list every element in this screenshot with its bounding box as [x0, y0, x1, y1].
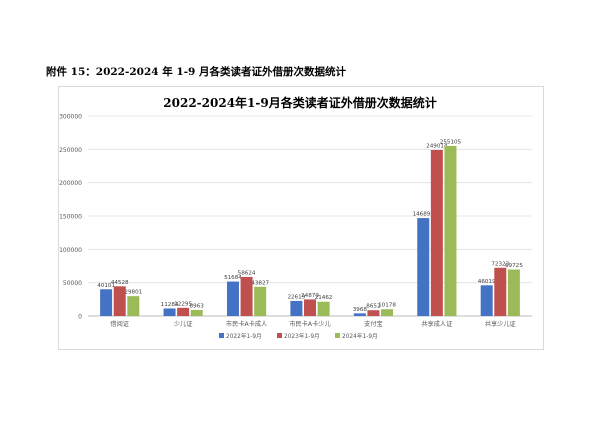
y-tick-label: 250000	[59, 147, 82, 154]
y-tick-label: 200000	[59, 180, 82, 187]
x-tick-label: 借阅证	[110, 320, 129, 328]
data-label: 51684	[224, 275, 242, 281]
data-label: 69725	[505, 263, 523, 269]
legend-swatch	[277, 333, 282, 338]
bar	[381, 309, 394, 316]
bar	[430, 149, 443, 316]
x-tick-label: 市民卡A卡成人	[226, 320, 267, 328]
legend-label: 2023年1-9月	[284, 332, 320, 340]
bar	[367, 310, 380, 316]
bar	[317, 301, 330, 316]
data-label: 21462	[315, 295, 333, 301]
data-label: 22619	[288, 294, 306, 300]
legend-label: 2024年1-9月	[342, 332, 378, 340]
legend-swatch	[219, 333, 224, 338]
bar	[113, 286, 126, 316]
data-label: 8963	[190, 304, 205, 310]
bar	[226, 281, 239, 316]
x-tick-label: 共享少儿证	[485, 320, 516, 328]
bar	[177, 307, 190, 316]
x-tick-label: 市民卡A卡少儿	[289, 320, 330, 328]
data-label: 249014	[426, 143, 448, 149]
bar	[353, 313, 366, 316]
bar	[417, 218, 430, 316]
bar	[254, 286, 267, 316]
bar	[494, 267, 507, 316]
bar	[480, 285, 493, 316]
y-tick-label: 150000	[59, 214, 82, 221]
data-label: 72323	[491, 261, 509, 267]
data-label: 29801	[124, 290, 142, 296]
data-label: 11284	[161, 302, 179, 308]
data-label: 8652	[366, 304, 380, 310]
data-label: 44528	[111, 280, 129, 286]
data-label: 10178	[378, 303, 396, 309]
legend-swatch	[335, 333, 340, 338]
bar	[127, 296, 140, 316]
bar	[190, 310, 203, 316]
bar	[507, 269, 520, 316]
bar	[290, 300, 303, 316]
data-label: 12295	[174, 301, 192, 307]
bar	[100, 289, 113, 316]
bar	[444, 145, 457, 316]
data-label: 43827	[251, 280, 269, 286]
document-heading: 附件 15：2022-2024 年 1-9 月各类读者证外借册次数据统计	[46, 66, 347, 78]
x-tick-label: 共享成人证	[421, 320, 452, 328]
bar	[304, 299, 316, 316]
data-label: 255105	[440, 139, 462, 145]
data-label: 146893	[413, 212, 435, 218]
y-tick-label: 300000	[59, 114, 82, 121]
y-tick-label: 100000	[59, 247, 82, 254]
bar	[163, 308, 176, 316]
legend-label: 2022年1-9月	[226, 332, 262, 340]
x-tick-label: 支付宝	[364, 320, 383, 328]
bar	[240, 276, 253, 316]
y-tick-label: 50000	[63, 280, 82, 287]
data-label: 46019	[478, 279, 496, 285]
data-label: 24879	[301, 293, 319, 299]
y-tick-label: 0	[78, 314, 82, 321]
x-tick-label: 少儿证	[174, 321, 193, 328]
chart-title: 2022-2024年1-9月各类读者证外借册次数据统计	[163, 96, 437, 110]
data-label: 58624	[238, 270, 256, 276]
data-label: 40101	[97, 283, 115, 289]
data-label: 3968	[353, 307, 368, 313]
